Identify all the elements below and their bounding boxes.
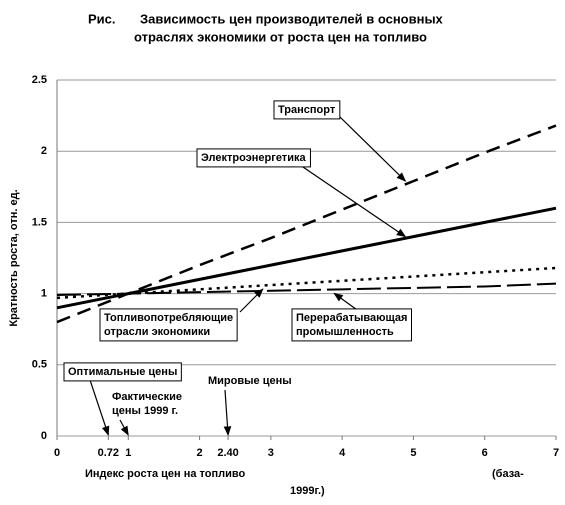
chart-title: отраслях экономики от роста цен на топли… [134, 29, 427, 44]
annotation-text: промышленность [296, 326, 394, 338]
y-tick-label: 2 [41, 145, 47, 157]
annotation-text: Фактические [112, 391, 182, 403]
annotation-text: Топливопотребляющие [104, 312, 233, 324]
x-tick-label: 3 [268, 447, 274, 459]
annotation-arrow [119, 419, 129, 436]
annotation-text: Мировые цены [208, 375, 292, 387]
annotation-text: Электроэнергетика [201, 152, 306, 164]
x-tick-label: 5 [410, 447, 416, 459]
y-tick-label: 1 [41, 288, 47, 300]
x-tick-label: 0.72 [98, 447, 119, 459]
series-line [56, 266, 557, 300]
y-tick-label: 0 [41, 430, 47, 442]
y-tick-label: 2.5 [32, 74, 47, 86]
annotation-box [63, 362, 182, 382]
series-line [56, 206, 557, 310]
x-axis-label: Индекс роста цен на топливо [85, 468, 246, 480]
y-tick-label: 0.5 [32, 359, 47, 371]
chart-title: Зависимость цен производителей в основны… [140, 11, 444, 26]
x-tick-label: 0 [54, 447, 60, 459]
annotation-text: Оптимальные цены [68, 366, 177, 378]
x-axis-label-note: 1999г.) [290, 485, 325, 497]
annotation-box [196, 148, 311, 168]
annotation-arrow [339, 116, 407, 182]
annotation-box [291, 308, 412, 342]
x-tick-label: 2.40 [217, 447, 238, 459]
annotation-text: Транспорт [278, 104, 336, 116]
annotation-arrow [239, 288, 264, 313]
annotation-arrow [299, 164, 407, 238]
annotation-arrow [223, 389, 232, 436]
annotation-box [273, 100, 341, 120]
title-label: Рис. [88, 11, 116, 26]
x-tick-label: 4 [339, 447, 346, 459]
x-tick-label: 2 [197, 447, 203, 459]
series-line [56, 282, 557, 297]
series-line [56, 124, 557, 324]
y-tick-label: 1.5 [32, 216, 47, 228]
annotation-arrow [89, 379, 110, 436]
x-tick-label: 1 [125, 447, 131, 459]
annotation-text: Перерабатывающая [296, 312, 407, 324]
x-tick-label: 6 [482, 447, 488, 459]
y-axis-label: Кратность роста, отн. ед. [8, 189, 20, 326]
x-tick-label: 7 [553, 447, 559, 459]
annotation-text: цены 1999 г. [112, 405, 178, 417]
annotation-box [99, 308, 238, 342]
annotation-text: отрасли экономики [104, 326, 210, 338]
x-axis-label-note: (база- [492, 468, 524, 480]
